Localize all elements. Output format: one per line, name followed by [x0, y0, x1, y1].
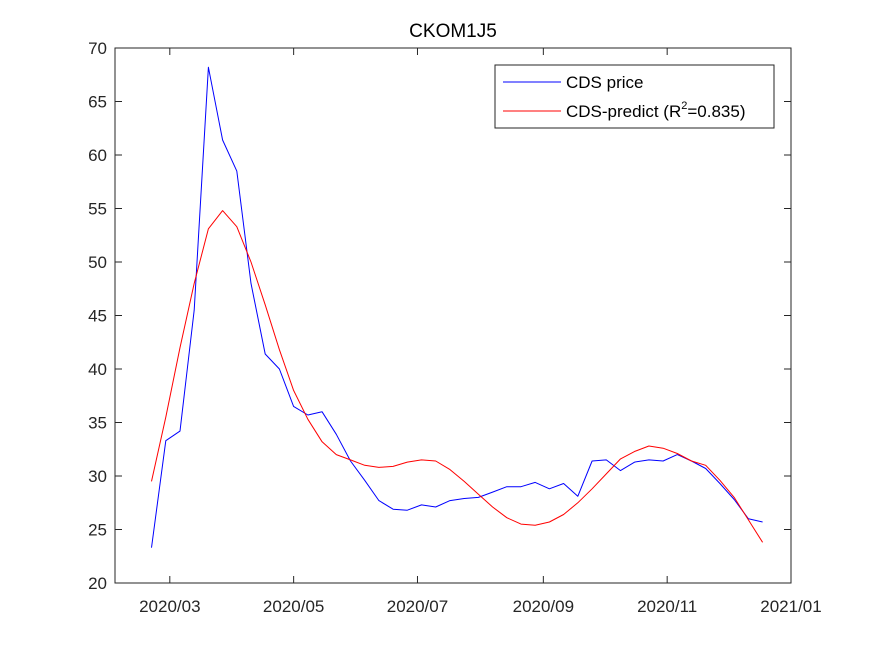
y-tick-label: 25 — [88, 521, 107, 540]
legend: CDS price CDS-predict (R2=0.835) — [494, 64, 775, 129]
legend-label-cds-predict: CDS-predict (R2=0.835) — [566, 100, 746, 121]
chart-title: CKOM1J5 — [409, 21, 497, 42]
x-tick-label: 2020/09 — [513, 597, 574, 616]
y-tick-label: 40 — [88, 360, 107, 379]
x-tick-label: 2021/01 — [760, 597, 821, 616]
x-tick-label: 2020/11 — [637, 597, 697, 616]
x-tick-label: 2020/07 — [387, 597, 448, 616]
series-line-cds-predict — [151, 210, 764, 543]
y-tick-label: 65 — [88, 93, 107, 112]
y-tick-label: 30 — [88, 467, 107, 486]
x-tick-label: 2020/03 — [139, 597, 200, 616]
series-line-cds-price — [151, 66, 763, 548]
y-tick-label: 70 — [88, 39, 107, 58]
legend-label-cds-predict-tail: =0.835) — [687, 102, 745, 121]
y-tick-label: 60 — [88, 146, 107, 165]
legend-label-cds-price: CDS price — [566, 73, 643, 92]
plot-area-frame — [114, 47, 792, 584]
y-tick-label: 45 — [88, 307, 107, 326]
y-tick-label: 50 — [88, 253, 107, 272]
axis-ticks: 20 25 30 35 40 45 50 55 60 65 70 2020/03 2020/05 2020… — [88, 39, 822, 616]
series-lines — [151, 66, 764, 548]
legend-label-cds-predict-base: CDS-predict (R — [566, 102, 681, 121]
legend-label-cds-predict-sup: 2 — [681, 100, 687, 112]
x-tick-label: 2020/05 — [263, 597, 324, 616]
y-tick-label: 35 — [88, 414, 107, 433]
y-tick-label: 55 — [88, 200, 107, 219]
legend-box — [494, 64, 775, 129]
y-tick-label: 20 — [88, 574, 107, 593]
